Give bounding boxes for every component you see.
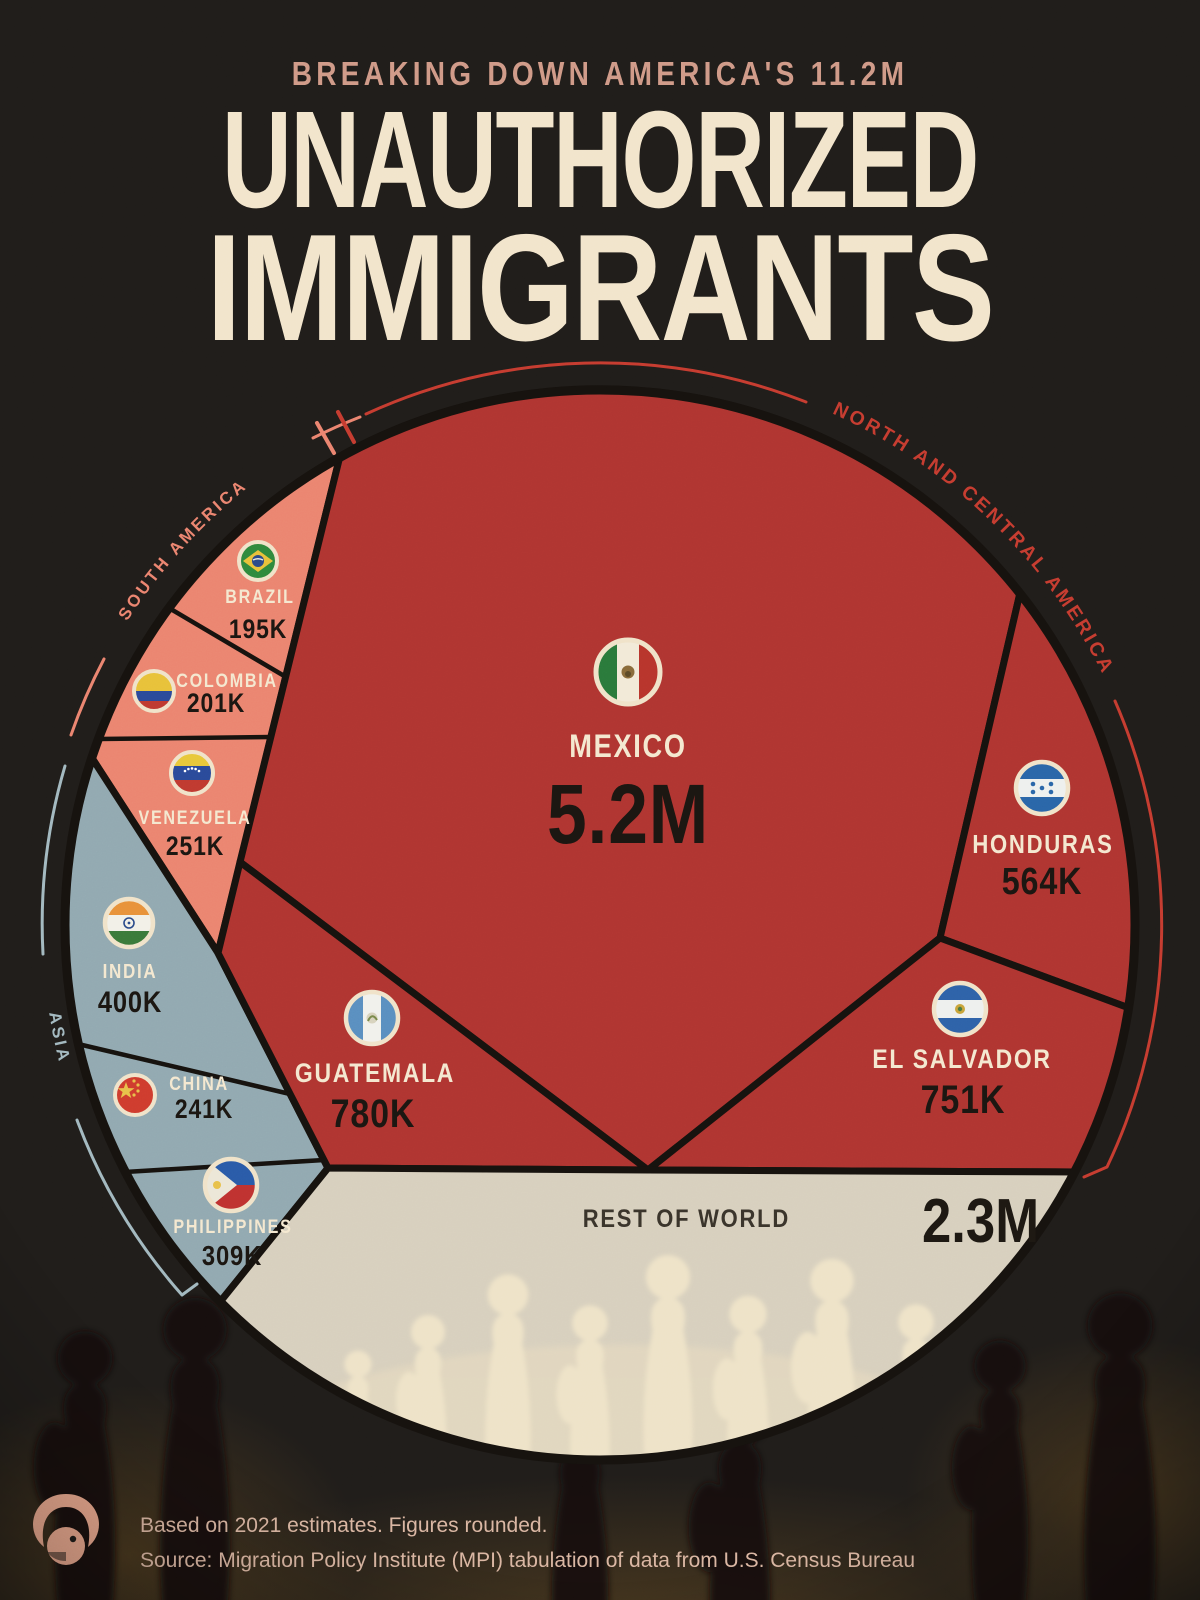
- infographic-canvas: SOUTH AMERICA NORTH AND CENTRAL AMERICA …: [0, 0, 1200, 1600]
- infographic-page: SOUTH AMERICA NORTH AND CENTRAL AMERICA …: [0, 0, 1200, 1600]
- grain-texture-overlay: [0, 0, 1200, 1600]
